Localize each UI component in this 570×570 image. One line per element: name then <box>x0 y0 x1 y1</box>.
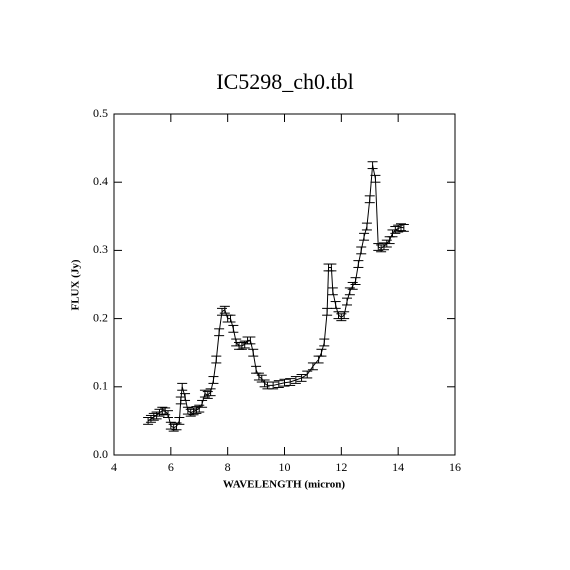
error-bar <box>316 348 327 357</box>
error-bar <box>339 311 350 320</box>
error-bar <box>370 174 381 183</box>
error-bar <box>162 410 173 418</box>
error-bar <box>290 376 301 384</box>
error-bar <box>350 277 361 285</box>
error-bar <box>356 246 367 255</box>
y-tick-label: 0.0 <box>93 447 108 461</box>
error-bar <box>367 161 378 170</box>
x-tick-label: 4 <box>111 460 117 474</box>
error-bar <box>353 260 364 268</box>
error-bar <box>180 393 191 401</box>
error-bar <box>214 328 225 337</box>
error-bar <box>177 382 188 391</box>
error-bar <box>364 195 375 204</box>
error-bar <box>248 348 259 357</box>
error-bar <box>245 336 256 345</box>
error-bar <box>319 338 330 347</box>
spectrum-line <box>147 165 404 429</box>
y-tick-label: 0.4 <box>93 174 108 188</box>
error-bar <box>330 301 341 309</box>
plot-frame <box>113 113 456 456</box>
error-bar <box>398 223 409 232</box>
chart-title: IC5298_ch0.tbl <box>216 69 354 94</box>
error-bar <box>205 388 216 397</box>
error-bar <box>302 370 313 379</box>
x-tick-label: 16 <box>449 460 461 474</box>
y-tick-label: 0.5 <box>93 106 108 120</box>
error-bar <box>296 374 307 382</box>
error-bar <box>322 307 333 316</box>
error-bar <box>361 222 372 231</box>
error-bar <box>313 355 324 364</box>
x-tick-label: 14 <box>392 460 404 474</box>
error-bar <box>342 297 353 306</box>
error-bar <box>323 263 334 272</box>
error-bar <box>211 355 222 364</box>
error-bar <box>251 365 262 374</box>
error-bar <box>285 378 296 386</box>
x-tick-label: 10 <box>279 460 291 474</box>
error-bar <box>208 376 219 384</box>
error-bar <box>359 232 370 241</box>
error-bar <box>174 416 185 425</box>
error-bar <box>197 399 208 408</box>
x-tick-label: 6 <box>168 460 174 474</box>
x-tick-label: 8 <box>225 460 231 474</box>
error-bar <box>225 314 236 323</box>
x-tick-label: 12 <box>335 460 347 474</box>
error-bar <box>228 324 239 333</box>
y-tick-label: 0.1 <box>93 379 108 393</box>
y-tick-label: 0.2 <box>93 310 108 324</box>
error-bar <box>326 263 337 272</box>
y-axis-label: FLUX (Jy) <box>70 259 82 310</box>
error-bar <box>336 313 347 322</box>
x-axis-label: WAVELENGTH (micron) <box>223 479 345 491</box>
error-bar <box>268 381 279 390</box>
error-bar <box>273 380 284 388</box>
error-bar <box>279 378 290 387</box>
error-bar <box>327 287 338 296</box>
error-bar <box>307 362 318 371</box>
error-bar <box>333 311 344 320</box>
y-tick-label: 0.3 <box>93 242 108 256</box>
error-bar <box>219 305 230 314</box>
